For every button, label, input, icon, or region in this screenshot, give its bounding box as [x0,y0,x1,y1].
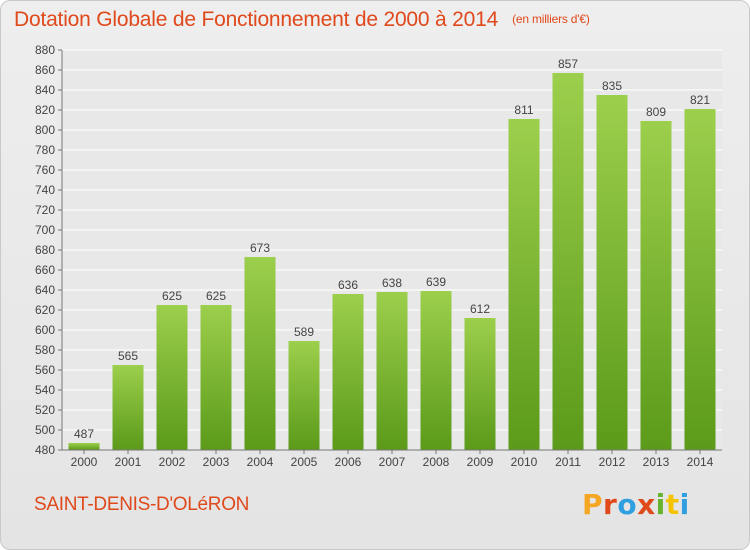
logo-letter: P [582,488,604,521]
x-tick-label: 2010 [511,455,538,469]
bar-2006 [332,294,364,450]
bar-value-label: 636 [338,278,358,292]
y-tick-label: 700 [35,223,55,237]
x-tick-label: 2000 [71,455,98,469]
y-tick-label: 680 [35,243,55,257]
bar-value-label: 565 [118,349,138,363]
logo-letter: i [655,488,666,521]
bar-2000 [68,443,100,450]
bar-value-label: 639 [426,275,446,289]
x-tick-label: 2006 [335,455,362,469]
bar-2012 [596,95,628,450]
x-axis: 2000 2001 2002 2003 2004 2005 2006 2007 2008 2009… [62,449,722,469]
y-tick-label: 580 [35,343,55,357]
y-tick-label: 620 [35,303,55,317]
bar-value-label: 857 [558,57,578,71]
y-tick-label: 540 [35,383,55,397]
bar-value-label: 625 [162,289,182,303]
y-tick-label: 800 [35,123,55,137]
bar-value-label: 673 [250,241,270,255]
y-axis: 480 500 520 540 560 580 600 620 640 660 680 700 720 7… [35,43,63,457]
bar-value-label: 625 [206,289,226,303]
chart-unit: (en milliers d'€) [512,12,590,26]
bar-2001 [112,365,144,450]
bar-2008 [420,291,452,450]
bar-2007 [376,292,408,450]
bar-value-label: 638 [382,276,402,290]
bar-value-label: 612 [470,302,490,316]
y-tick-label: 500 [35,423,55,437]
y-tick-label: 820 [35,103,55,117]
x-tick-label: 2009 [467,455,494,469]
bar-value-label: 809 [646,105,666,119]
y-tick-label: 880 [35,43,55,57]
y-tick-label: 720 [35,203,55,217]
y-tick-label: 740 [35,183,55,197]
proxiti-logo[interactable]: Proxiti [582,488,690,521]
y-tick-label: 760 [35,163,55,177]
bar-2003 [200,305,232,450]
bar-2009 [464,318,496,450]
logo-letter: x [637,488,656,521]
x-tick-label: 2005 [291,455,318,469]
bar-2002 [156,305,188,450]
x-tick-label: 2007 [379,455,406,469]
y-tick-label: 520 [35,403,55,417]
bar-2004 [244,257,276,450]
bar-2014 [684,109,716,450]
logo-letter: t [665,488,680,521]
bar-value-label: 835 [602,79,622,93]
bar-value-label: 589 [294,325,314,339]
y-tick-label: 660 [35,263,55,277]
x-tick-label: 2014 [687,455,714,469]
x-tick-label: 2012 [599,455,626,469]
bar-value-label: 811 [514,103,533,117]
y-tick-label: 480 [35,443,55,457]
bar-2010 [508,119,540,450]
bar-2011 [552,73,584,450]
x-tick-label: 2003 [203,455,230,469]
y-tick-label: 560 [35,363,55,377]
y-tick-label: 780 [35,143,55,157]
x-tick-label: 2004 [247,455,274,469]
chart-title: Dotation Globale de Fonctionnement de 20… [14,8,590,32]
logo-letter: i [679,488,690,521]
bar-value-label: 487 [74,427,94,441]
bar-2005 [288,341,320,450]
chart-title-text: Dotation Globale de Fonctionnement de 20… [14,8,499,31]
bar-2013 [640,121,672,450]
logo-letter: o [617,488,638,521]
x-tick-label: 2002 [159,455,186,469]
y-tick-label: 860 [35,63,55,77]
commune-name: SAINT-DENIS-D'OLéRON [34,494,250,515]
x-tick-label: 2011 [555,455,581,469]
x-tick-label: 2013 [643,455,670,469]
logo-letter: r [603,488,618,521]
bar-value-label: 821 [690,93,710,107]
y-tick-label: 600 [35,323,55,337]
y-tick-label: 640 [35,283,55,297]
x-tick-label: 2008 [423,455,450,469]
bars: 487 565 625 625 673 589 636 638 639 612 811 857 835 8… [68,57,716,450]
x-tick-label: 2001 [115,455,142,469]
y-tick-label: 840 [35,83,55,97]
